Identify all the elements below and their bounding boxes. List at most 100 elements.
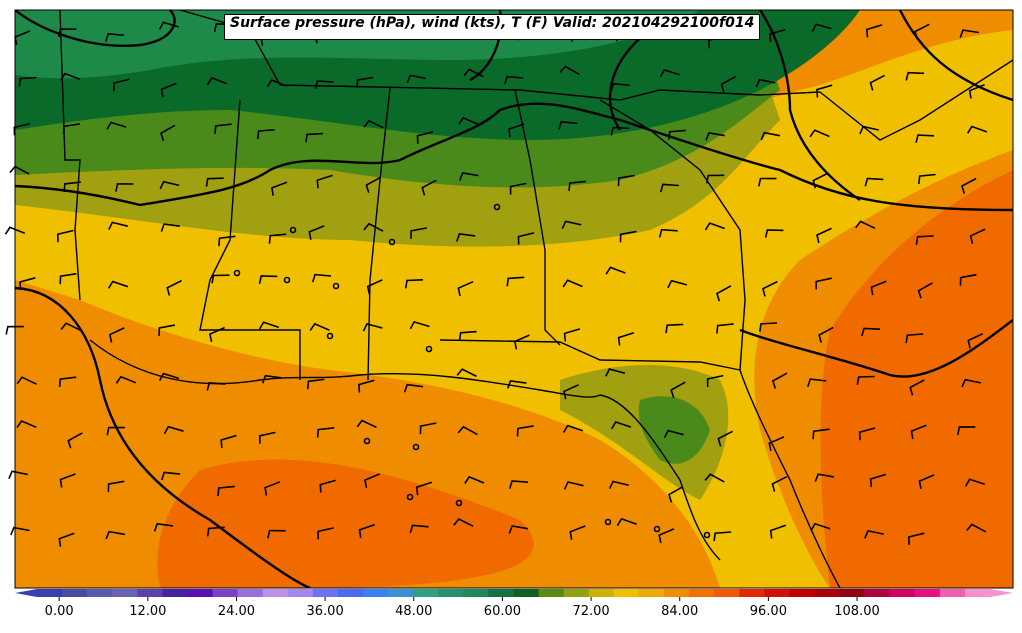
wind-barbs — [4, 20, 988, 547]
wind-barb — [961, 378, 982, 388]
wind-barb — [914, 23, 930, 40]
wind-barb — [463, 68, 484, 78]
wind-barb — [562, 424, 584, 433]
wind-barb — [608, 480, 629, 490]
wind-barb — [869, 473, 887, 488]
wind-barb — [166, 279, 182, 296]
wind-barb — [406, 74, 427, 84]
wind-barb — [605, 368, 626, 377]
wind-barb — [316, 174, 333, 189]
colorbar-swatch — [337, 589, 364, 597]
wind-barb — [760, 131, 781, 141]
wind-barb — [918, 474, 935, 490]
wind-barb — [160, 82, 177, 98]
wind-barb — [214, 123, 232, 134]
wind-barb — [220, 434, 237, 449]
wind-barb — [59, 272, 77, 285]
wind-barb — [58, 532, 75, 547]
wind-barb — [458, 330, 477, 341]
wind-barb — [18, 76, 37, 87]
wind-barb — [915, 134, 935, 144]
wind-barb — [658, 228, 678, 238]
wind-barb — [771, 372, 788, 389]
wind-barb — [516, 425, 534, 437]
map-title: Surface pressure (hPa), wind (kts), T (F… — [224, 14, 761, 40]
colorbar-swatch — [388, 589, 414, 597]
wind-barb — [258, 275, 278, 284]
wind-barb — [508, 123, 525, 138]
wind-barb — [13, 122, 31, 136]
wind-barb — [755, 78, 776, 88]
wind-barb — [506, 276, 525, 287]
wind-barb — [858, 427, 876, 441]
colorbar-swatch — [312, 589, 339, 597]
wind-barb — [206, 526, 225, 537]
colorbar-swatch — [638, 589, 665, 597]
colorbar-swatch — [112, 589, 138, 597]
wind-barb — [453, 517, 474, 527]
wind-barb — [814, 473, 835, 482]
wind-barb — [365, 176, 381, 193]
wind-barb — [705, 174, 725, 184]
wind-barb — [316, 427, 335, 438]
wind-barb — [818, 326, 834, 343]
wind-barb — [811, 23, 832, 32]
wind-barb — [160, 223, 181, 232]
colorbar-tick-label: 48.00 — [395, 604, 433, 619]
wind-barb — [968, 84, 985, 99]
wind-barb — [356, 419, 377, 429]
wind-barb — [670, 381, 686, 398]
wind-barb — [217, 485, 235, 496]
colorbar-tick-label: 96.00 — [749, 604, 787, 619]
colorbar-swatch — [37, 589, 63, 597]
wind-barb — [918, 173, 936, 185]
wind-barb — [62, 123, 80, 135]
wind-barb — [816, 227, 832, 244]
wind-barb — [105, 530, 126, 540]
wind-barb — [160, 124, 176, 142]
wind-barb — [211, 274, 230, 284]
colorbar-swatch — [162, 589, 188, 597]
wind-barb — [563, 481, 584, 490]
wind-barb — [358, 379, 375, 393]
colorbar-swatch — [463, 589, 489, 597]
wind-barb — [905, 333, 924, 344]
wind-barb — [356, 76, 374, 88]
wind-barb — [159, 180, 180, 190]
wind-barb — [67, 432, 83, 449]
wind-barb — [507, 380, 527, 389]
wind-barb — [115, 183, 134, 192]
wind-barb — [713, 531, 732, 542]
wind-barb — [16, 376, 37, 385]
wind-barb — [305, 132, 324, 143]
wind-barb — [859, 125, 879, 135]
wind-barb — [716, 323, 734, 334]
wind-barb — [810, 522, 831, 532]
wind-barb — [271, 181, 288, 196]
wind-barb — [258, 321, 280, 330]
wind-barb — [358, 523, 375, 539]
wind-barb — [812, 428, 830, 440]
colorbar-tick-label: 0.00 — [44, 604, 74, 619]
colorbar-tick-label: 108.00 — [834, 604, 880, 619]
wind-barb — [513, 334, 530, 350]
colorbar-tick-label: 72.00 — [572, 604, 610, 619]
wind-barb — [563, 384, 579, 400]
wind-barb — [457, 425, 478, 436]
colorbar-swatch — [87, 589, 113, 597]
wind-barb — [508, 525, 529, 534]
wind-barb — [812, 172, 828, 189]
wind-barb — [107, 280, 129, 289]
wind-barb — [59, 473, 76, 488]
wind-barb — [617, 174, 635, 187]
colorbar-swatch — [814, 589, 841, 597]
wind-barb — [663, 429, 684, 439]
colorbar-swatch — [137, 589, 163, 597]
wind-barb — [870, 280, 887, 296]
wind-barb — [366, 279, 383, 295]
wind-barb — [959, 29, 979, 38]
colorbar-swatch — [764, 589, 790, 597]
wind-barb — [961, 177, 977, 194]
wind-barb — [307, 378, 325, 390]
wind-barb — [769, 524, 787, 539]
